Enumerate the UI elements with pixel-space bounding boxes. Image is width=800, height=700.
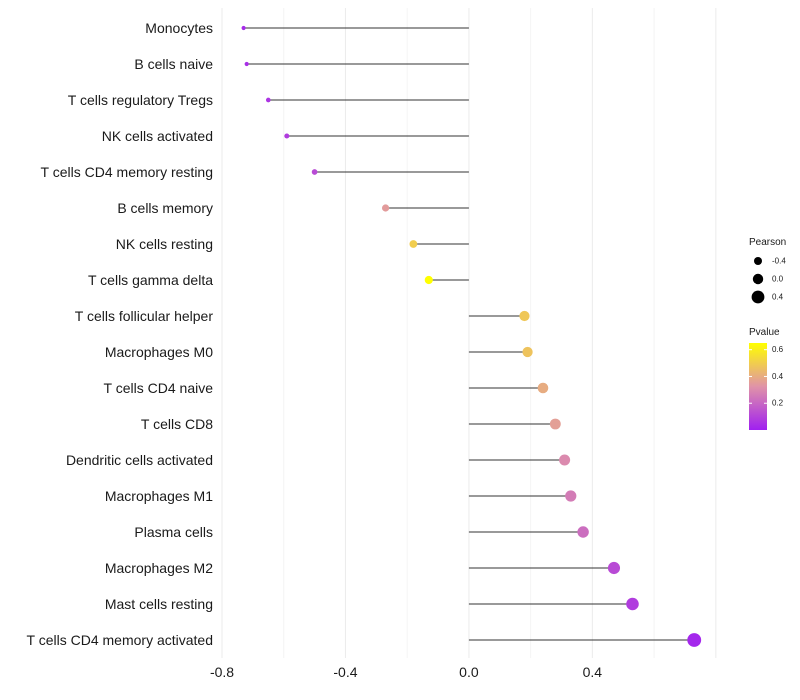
category-label: T cells CD4 memory activated — [27, 632, 213, 648]
lollipop-point — [577, 526, 589, 538]
category-label: Dendritic cells activated — [66, 452, 213, 468]
pearson-legend-label: 0.4 — [772, 293, 784, 302]
grid-lines — [221, 8, 717, 658]
pvalue-legend-label: 0.6 — [772, 345, 784, 354]
pvalue-legend-title: Pvalue — [749, 327, 780, 338]
lollipop-point — [244, 61, 249, 67]
pearson-legend-key — [752, 273, 764, 285]
lollipop-point — [265, 97, 271, 103]
category-label: Macrophages M2 — [105, 560, 213, 576]
category-label: T cells CD8 — [141, 416, 213, 432]
lollipop-point — [607, 561, 621, 575]
lollipop-stems — [243, 27, 695, 641]
category-label: Macrophages M1 — [105, 488, 213, 504]
pvalue-colorbar — [749, 343, 767, 430]
lollipop-point — [522, 346, 533, 358]
category-label: Plasma cells — [134, 524, 213, 540]
lollipop-point — [424, 275, 433, 285]
pearson-legend-label: -0.4 — [772, 257, 786, 266]
lollipop-points — [241, 25, 702, 647]
x-tick-label: -0.4 — [333, 664, 357, 680]
x-tick-label: 0.4 — [583, 664, 603, 680]
category-label: Macrophages M0 — [105, 344, 213, 360]
pearson-legend-title: Pearson — [749, 237, 786, 248]
lollipop-point — [519, 310, 530, 322]
lollipop-point — [311, 169, 318, 175]
category-labels: Monocytes B cells naive T cells regulatory… — [27, 20, 214, 648]
lollipop-point — [626, 597, 639, 611]
category-label: Monocytes — [145, 20, 213, 36]
lollipop-point — [381, 204, 390, 212]
category-label: T cells CD4 memory resting — [41, 164, 213, 180]
pearson-legend-key — [751, 290, 765, 304]
pvalue-legend-label: 0.2 — [772, 399, 784, 408]
category-label: T cells regulatory Tregs — [68, 92, 213, 108]
pvalue-legend-label: 0.4 — [772, 372, 784, 381]
lollipop-point — [549, 418, 561, 430]
lollipop-point — [284, 133, 290, 139]
lollipop-point — [409, 240, 418, 248]
category-label: B cells naive — [134, 56, 213, 72]
pearson-legend: Pearson -0.4 0.0 0.4 — [749, 237, 786, 304]
category-label: T cells CD4 naive — [104, 380, 214, 396]
lollipop-point — [687, 633, 702, 647]
pvalue-legend: Pvalue 0.6 0.4 0.2 — [749, 327, 784, 430]
category-label: T cells gamma delta — [88, 272, 213, 288]
x-tick-labels: -0.8 -0.4 0.0 0.4 — [210, 664, 602, 680]
lollipop-point — [537, 382, 549, 394]
x-tick-label: 0.0 — [459, 664, 479, 680]
lollipop-point — [559, 454, 571, 466]
category-label: T cells follicular helper — [75, 308, 214, 324]
x-tick-label: -0.8 — [210, 664, 234, 680]
category-label: NK cells resting — [116, 236, 213, 252]
pearson-legend-label: 0.0 — [772, 275, 784, 284]
pearson-legend-key — [754, 257, 762, 265]
lollipop-point — [565, 490, 577, 502]
category-label: Mast cells resting — [105, 596, 213, 612]
category-label: NK cells activated — [102, 128, 213, 144]
category-label: B cells memory — [117, 200, 213, 216]
lollipop-point — [241, 25, 246, 31]
